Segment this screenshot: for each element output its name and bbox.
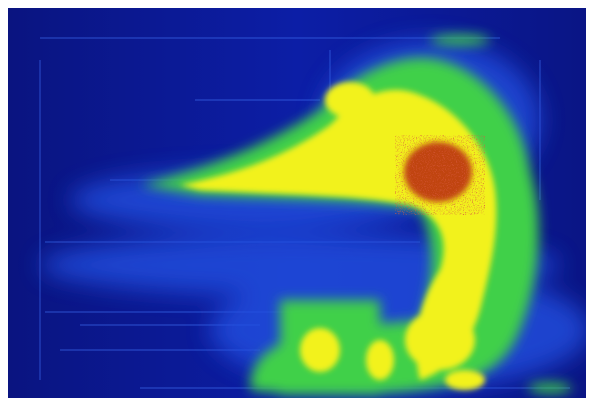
body: (() => { const data = JSON.parse(documen… <box>0 0 595 406</box>
page: Density map {} html, body { margin: 0; p… <box>0 0 595 406</box>
density-map <box>0 0 595 406</box>
hotspot <box>395 135 485 215</box>
